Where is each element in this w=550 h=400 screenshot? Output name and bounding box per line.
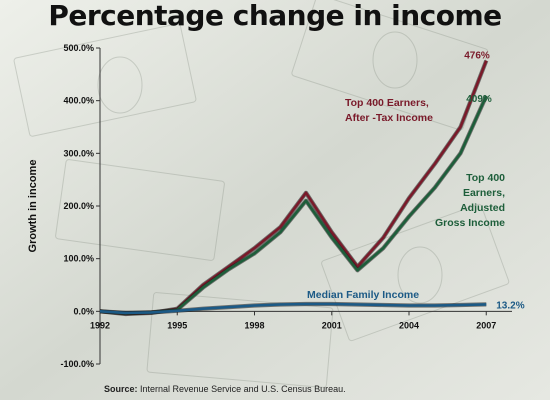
x-tick-label: 1992 xyxy=(90,320,110,330)
x-tick-label: 1998 xyxy=(244,320,264,330)
x-tick-label: 2004 xyxy=(399,320,419,330)
series-name-line: Gross Income xyxy=(435,217,505,229)
series-name-line: Adjusted xyxy=(460,202,505,214)
series-line-shadow xyxy=(99,95,489,316)
y-tick-label: 300.0% xyxy=(63,148,94,158)
source-text: Internal Revenue Service and U.S. Census… xyxy=(137,384,346,394)
series-name-label: Median Family Income xyxy=(307,289,419,301)
series-line-2 xyxy=(99,302,487,315)
series-name-line: Median Family Income xyxy=(307,289,419,301)
y-tick-label: 0.0% xyxy=(73,306,94,316)
series-line-1 xyxy=(99,95,488,315)
y-tick-label: -100.0% xyxy=(60,359,94,369)
series-end-label: 409% xyxy=(466,94,492,105)
y-axis-label: Growth in income xyxy=(27,160,39,253)
series-end-label: 13.2% xyxy=(496,300,524,311)
series-name-label: Top 400 Earners, After -Tax Income xyxy=(345,97,433,124)
y-tick-label: 400.0% xyxy=(63,96,94,106)
x-tick-label: 2007 xyxy=(476,320,496,330)
series-name-label: Top 400 Earners, Adjusted Gross Income xyxy=(435,172,505,229)
source-note: Source: Internal Revenue Service and U.S… xyxy=(104,384,346,394)
x-tick-label: 1995 xyxy=(167,320,187,330)
x-tick-label: 2001 xyxy=(322,320,342,330)
chart-title: Percentage change in income xyxy=(48,0,502,32)
y-tick-label: 100.0% xyxy=(63,254,94,264)
y-tick-label: 200.0% xyxy=(63,201,94,211)
series-name-line: After -Tax Income xyxy=(345,112,433,124)
series-name-line: Top 400 Earners, xyxy=(345,97,429,109)
series-end-label: 476% xyxy=(464,51,490,62)
series-name-line: Earners, xyxy=(463,187,505,199)
source-label: Source: xyxy=(104,384,138,394)
y-tick-label: 500.0% xyxy=(63,43,94,53)
series-name-line: Top 400 xyxy=(466,172,505,184)
